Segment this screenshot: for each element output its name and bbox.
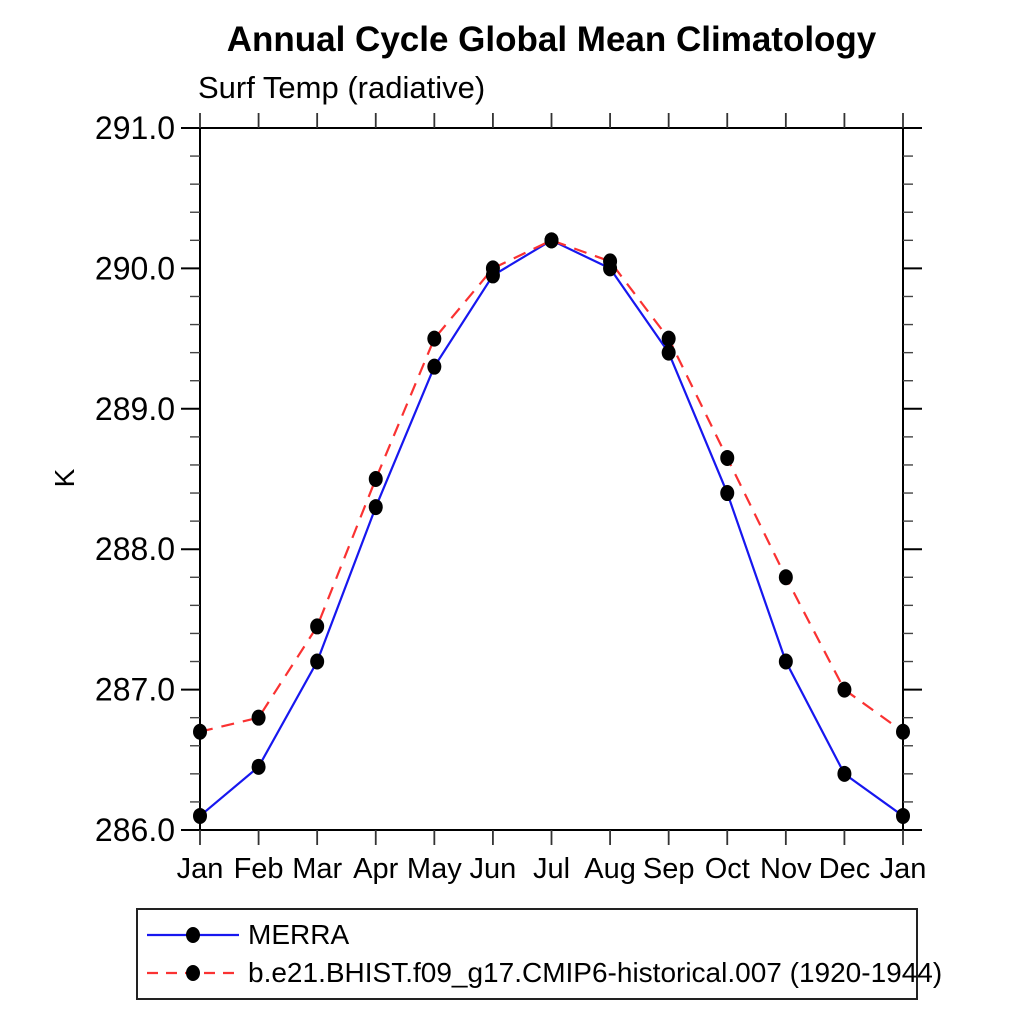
data-point xyxy=(661,330,676,347)
x-tick-label: Jun xyxy=(470,853,517,885)
data-point xyxy=(544,232,559,249)
x-tick-label: Apr xyxy=(353,853,398,885)
data-point xyxy=(603,253,618,270)
data-point xyxy=(837,765,852,782)
data-point xyxy=(485,260,500,277)
y-tick-label: 291.0 xyxy=(95,110,175,146)
legend-line-sample-model xyxy=(147,965,239,981)
data-point xyxy=(251,758,266,775)
x-tick-label: Mar xyxy=(292,853,342,885)
data-point xyxy=(896,807,910,824)
series-line-0 xyxy=(199,239,904,817)
data-point xyxy=(720,485,735,502)
x-tick-label: Nov xyxy=(760,853,812,885)
series-line-1 xyxy=(199,239,904,733)
data-point xyxy=(837,681,852,698)
x-tick-label: Jan xyxy=(880,853,927,885)
x-tick-label: Dec xyxy=(819,853,871,885)
x-tick-label: Feb xyxy=(234,853,284,885)
data-point xyxy=(193,723,207,740)
data-point xyxy=(896,723,910,740)
data-point xyxy=(778,653,793,670)
legend-row-model: b.e21.BHIST.f09_g17.CMIP6-historical.007… xyxy=(146,956,942,990)
series-markers-1 xyxy=(193,232,910,740)
x-tick-label: Jul xyxy=(533,853,570,885)
x-tick-label: Oct xyxy=(705,853,750,885)
data-point xyxy=(427,358,442,375)
data-point xyxy=(310,653,325,670)
chart-subtitle: Surf Temp (radiative) xyxy=(198,70,486,105)
chart-title: Annual Cycle Global Mean Climatology xyxy=(226,20,877,59)
x-tick-label: Jan xyxy=(177,853,224,885)
data-point xyxy=(720,449,735,466)
data-point xyxy=(427,330,442,347)
y-tick-label: 289.0 xyxy=(95,391,175,427)
y-tick-labels: 286.0 287.0 288.0 289.0 290.0 291.0 xyxy=(95,110,175,848)
legend-row-merra: MERRA xyxy=(146,918,916,952)
data-point xyxy=(778,569,793,586)
legend-label-model: b.e21.BHIST.f09_g17.CMIP6-historical.007… xyxy=(248,957,943,988)
y-tick-label: 287.0 xyxy=(95,672,175,708)
data-point xyxy=(661,344,676,361)
x-tick-label: Sep xyxy=(643,853,695,885)
y-tick-label: 286.0 xyxy=(95,812,175,848)
y-tick-label: 288.0 xyxy=(95,531,175,567)
data-point xyxy=(368,499,383,516)
data-point xyxy=(251,709,266,726)
x-tick-label: May xyxy=(407,853,462,885)
data-point xyxy=(310,618,325,635)
data-point xyxy=(368,471,383,487)
x-tick-label: Aug xyxy=(584,853,636,885)
legend-box: MERRA b.e21.BHIST.f09_g17.CMIP6-historic… xyxy=(136,908,942,1000)
y-tick-label: 290.0 xyxy=(95,250,175,286)
data-point xyxy=(193,807,207,824)
legend-line-sample-merra xyxy=(147,927,239,943)
legend-label-merra: MERRA xyxy=(248,919,350,950)
x-tick-labels: Jan Feb Mar Apr May Jun Jul Aug Sep Oct Nov Dec Jan xyxy=(177,853,927,885)
axis-ticks xyxy=(181,113,922,845)
series-markers-0 xyxy=(193,232,910,824)
